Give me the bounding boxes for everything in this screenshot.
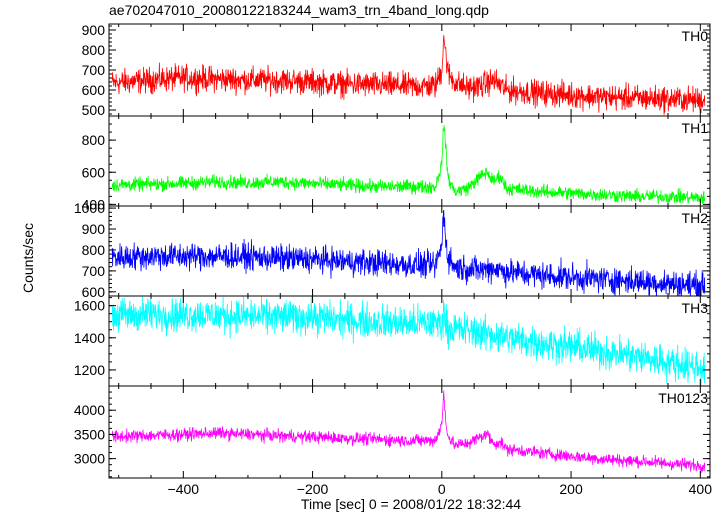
x-tick-label: 400 <box>689 481 713 497</box>
y-tick-label: 3500 <box>74 426 105 442</box>
panel-label-th0123: TH0123 <box>658 390 708 406</box>
y-tick-label: 400 <box>82 196 106 212</box>
y-tick-label: 500 <box>82 102 106 118</box>
y-tick-label: 1600 <box>74 298 105 314</box>
y-tick-label: 3000 <box>74 451 105 467</box>
y-tick-label: 600 <box>82 164 106 180</box>
y-tick-label: 800 <box>82 242 106 258</box>
panel-label-th0: TH0 <box>682 28 709 44</box>
chart-title: ae702047010_20080122183244_wam3_trn_4ban… <box>109 2 489 18</box>
y-tick-label: 900 <box>82 22 106 38</box>
y-tick-label: 800 <box>82 42 106 58</box>
series-line-th0 <box>111 35 706 115</box>
y-tick-label: 600 <box>82 82 106 98</box>
x-tick-label: 200 <box>559 481 583 497</box>
panel-label-th1: TH1 <box>682 120 709 136</box>
y-tick-label: 1400 <box>74 330 105 346</box>
series-line-th3 <box>111 296 706 386</box>
series-line-th2 <box>111 210 706 296</box>
y-tick-label: 700 <box>82 263 106 279</box>
y-tick-label: 600 <box>82 284 106 300</box>
x-tick-label: 0 <box>438 481 446 497</box>
x-tick-label: −400 <box>168 481 200 497</box>
x-axis-label: Time [sec] 0 = 2008/01/22 18:32:44 <box>300 496 522 512</box>
y-tick-label: 1000 <box>74 200 105 216</box>
series-line-th0123 <box>111 390 706 474</box>
y-tick-label: 1200 <box>74 362 105 378</box>
panel-label-th3: TH3 <box>682 300 709 316</box>
y-tick-label: 900 <box>82 221 106 237</box>
y-tick-label: 700 <box>82 62 106 78</box>
x-tick-label: −200 <box>297 481 329 497</box>
y-tick-label: 4000 <box>74 402 105 418</box>
y-tick-label: 800 <box>82 132 106 148</box>
series-line-th1 <box>111 125 706 205</box>
panel-label-th2: TH2 <box>682 210 709 226</box>
